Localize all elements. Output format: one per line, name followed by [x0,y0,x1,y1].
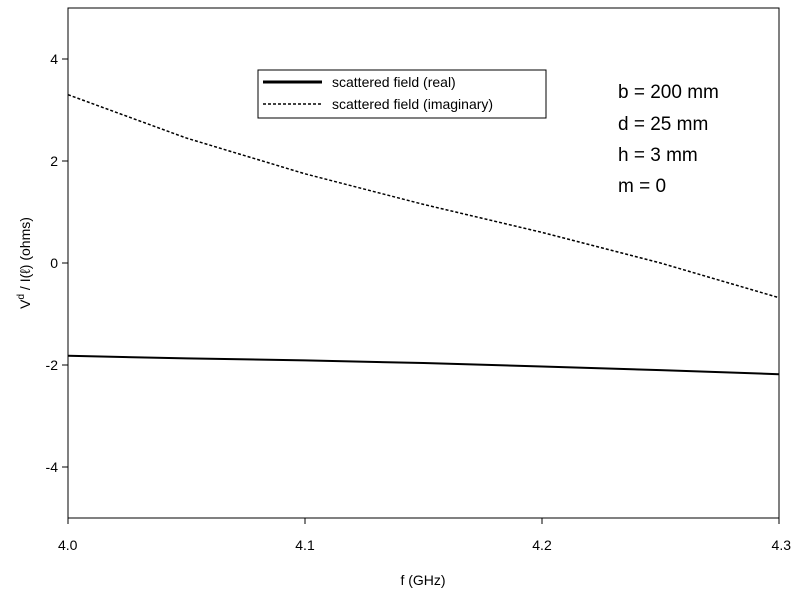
y-axis-ticks: 4 2 0 -2 -4 [46,51,68,475]
annotation-b: b = 200 mm [618,82,719,103]
x-tick-label: 4.1 [295,537,315,553]
y-tick-label: -2 [46,357,59,373]
annotation-m: m = 0 [618,176,666,197]
series-line-imaginary [67,93,780,299]
legend-label-real: scattered field (real) [332,74,456,90]
y-axis-label: Vd / I(ℓ) (ohms) [16,217,33,309]
x-tick-label: 4.3 [772,537,792,553]
y-tick-label: -4 [46,459,59,475]
x-tick-label: 4.2 [532,537,552,553]
y-tick-label: 4 [50,51,58,67]
series-line-real [67,354,780,376]
x-axis-ticks: 4.0 4.1 4.2 4.3 [58,518,791,553]
y-axis-label-main: V [17,299,33,309]
y-tick-label: 2 [50,153,58,169]
y-axis-label-rest: / I(ℓ) (ohms) [17,217,33,294]
y-tick-label: 0 [50,255,58,271]
parameter-annotations: b = 200 mm d = 25 mm h = 3 mm m = 0 [618,82,719,197]
annotation-h: h = 3 mm [618,145,698,166]
x-tick-label: 4.0 [58,537,78,553]
legend-label-imaginary: scattered field (imaginary) [332,96,493,112]
series-layer [67,93,780,376]
legend: scattered field (real) scattered field (… [257,69,547,119]
x-axis-label: f (GHz) [400,572,445,588]
y-axis-label-superscript: d [16,294,27,300]
annotation-d: d = 25 mm [618,114,708,135]
legend-box [257,69,547,119]
